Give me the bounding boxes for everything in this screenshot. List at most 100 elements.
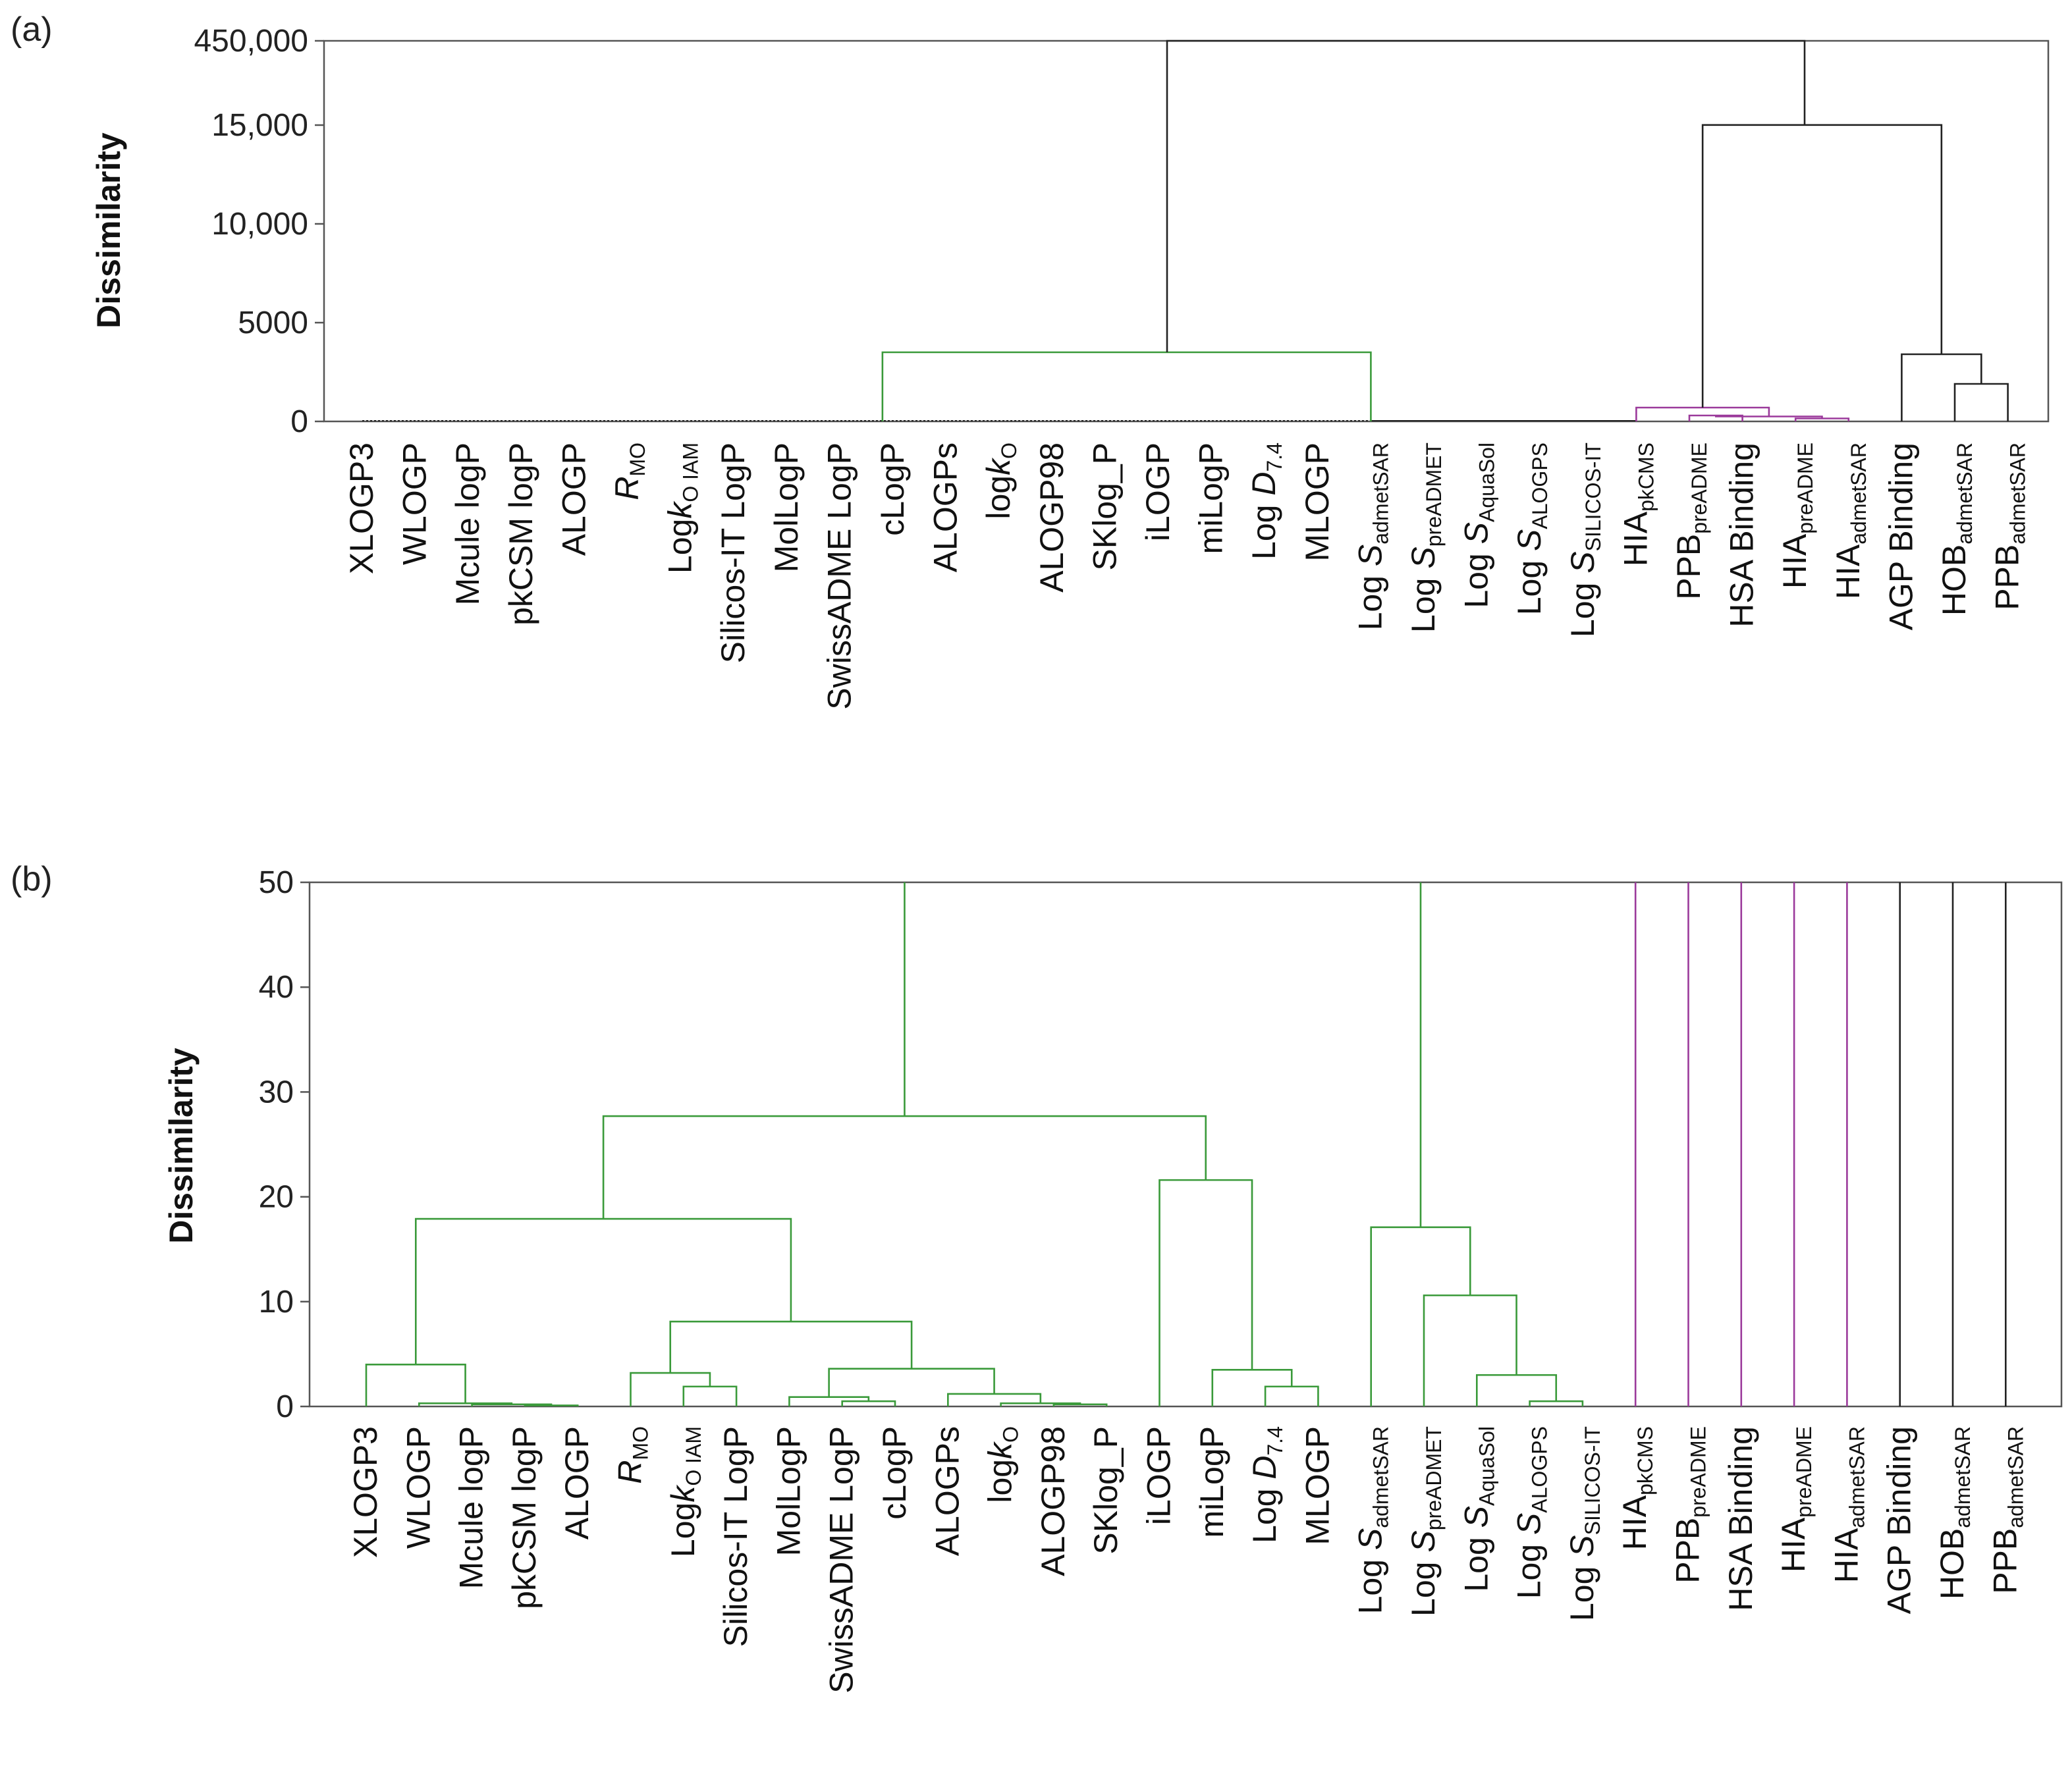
panel-a-leaf-label: Log SAquaSol	[1458, 442, 1499, 608]
panel-a-leaf-label: ALOGPs	[927, 442, 964, 572]
panel-a-leaf-label: Silicos-IT LogP	[715, 442, 751, 663]
panel-b-leaf-label: Log SAquaSol	[1458, 1426, 1498, 1592]
panel-b-y-tick-label: 30	[259, 1075, 294, 1109]
panel-a-leaf-label: HIApreADME	[1776, 442, 1817, 589]
panel-a-leaf-label: HIApkCMS	[1617, 442, 1658, 566]
panel-a-leaf-label: PPBpreADME	[1670, 442, 1711, 600]
panel-a-link	[1166, 40, 1806, 352]
panel-b-leaf-label: Mcule logP	[453, 1426, 490, 1589]
panel-a-link	[1953, 383, 2009, 421]
panel-a-leaf-label: LogkO IAM	[662, 442, 703, 574]
panel-a-leaf-label: SwissADME LogP	[821, 442, 858, 710]
panel-b-link	[669, 1320, 913, 1374]
panel-b-leaf-label: AGP Binding	[1881, 1426, 1918, 1614]
panel-a-plot-frame	[323, 40, 2050, 423]
panel-b-leaf-label: Log SadmetSAR	[1352, 1426, 1393, 1614]
panel-a-leaf-label: MolLogP	[768, 442, 805, 572]
panel-b-leaf-label: PPBadmetSAR	[1986, 1426, 2027, 1594]
panel-a-y-axis-title: Dissimilarity	[90, 132, 127, 329]
panel-b-leaf-label: miLogP	[1193, 1426, 1230, 1538]
panel-b-leaf-label: HIAadmetSAR	[1828, 1426, 1868, 1583]
panel-a-leaf-label: iLOGP	[1139, 442, 1176, 541]
panel-a-leaf-label: Log SSILICOS-IT	[1564, 442, 1605, 637]
panel-a-leaf-label: ALOGP98	[1033, 442, 1070, 593]
panel-b-link	[1423, 1294, 1517, 1406]
panel-b-link	[365, 1364, 466, 1406]
panel-b-link	[682, 1385, 738, 1406]
panel-b-leaf-label: MLOGP	[1299, 1426, 1336, 1545]
panel-b-leaf-label: logkO	[982, 1426, 1023, 1503]
panel-a-link	[1901, 353, 1982, 421]
panel-b-leaf-label: Log SpreADMET	[1405, 1426, 1446, 1617]
panel-b-leaf-label: pkCSM logP	[506, 1426, 543, 1609]
panel-a-y-tick-label: 15,000	[211, 108, 308, 143]
panel-b-y-tick-label: 10	[259, 1285, 294, 1320]
panel-a-leaf-label: XLOGP3	[343, 442, 380, 574]
panel-b-leaf-label: iLOGP	[1141, 1426, 1178, 1525]
panel-b-link	[630, 1372, 711, 1406]
panel-a-leaf-label: MLOGP	[1299, 442, 1336, 562]
panel-a-leaf-label: Log SALOGPS	[1511, 442, 1552, 615]
panel-b-leaf-label: SwissADME LogP	[823, 1426, 860, 1694]
panel-b-leaf-label: HIApkCMS	[1616, 1426, 1657, 1550]
panel-a-leaf-label: miLogP	[1193, 442, 1230, 554]
panel-b-link	[414, 1217, 792, 1365]
panel-a-link	[881, 351, 1372, 421]
panel-a-leaf-label: Log SadmetSAR	[1351, 442, 1392, 630]
panel-a-leaf-labels: XLOGP3 WLOGP Mcule logP pkCSM logP ALOGP RMO L…	[343, 442, 2030, 710]
panel-a-leaf-label: HIAadmetSAR	[1830, 442, 1870, 599]
panel-a-leaf-label: AGP Binding	[1882, 442, 1919, 630]
panel-b-link	[1052, 1403, 1108, 1406]
panel-b-leaf-label: MolLogP	[770, 1426, 807, 1556]
panel-a-leaf-label: pkCSM logP	[503, 442, 539, 626]
panel-b-leaf-label: Log D7.4	[1246, 1426, 1287, 1543]
panel-a-leaf-label: RMO	[609, 442, 649, 500]
panel-a-leaf-label: ALOGP	[555, 442, 592, 556]
panel-a-y-tick-label: 5000	[238, 306, 308, 340]
panel-b-leaf-label: HSA Binding	[1722, 1426, 1759, 1611]
panel-b-leaf-label: ALOGP98	[1035, 1426, 1072, 1576]
panel-a-y-tick-label: 450,000	[194, 24, 308, 59]
panel-b-label: (b)	[11, 860, 53, 898]
panel-b-y-axis-title: Dissimilarity	[163, 1048, 200, 1244]
panel-b-leaf-label: XLOGP3	[347, 1426, 384, 1558]
panel-a-leaf-label: Log D7.4	[1245, 442, 1286, 560]
panel-b-link	[1370, 1226, 1471, 1406]
panel-b-leaf-label: RMO	[612, 1426, 653, 1484]
panel-b-link	[1211, 1368, 1293, 1406]
panel-b-link	[1264, 1385, 1319, 1406]
panel-b-y-tick-label: 40	[259, 970, 294, 1005]
panel-b-dendrogram	[365, 882, 2007, 1406]
panel-a-leaf-label: HSA Binding	[1724, 442, 1760, 628]
panel-b-leaf-label: SKlog_P	[1087, 1426, 1124, 1555]
panel-b-leaf-label: WLOGP	[400, 1426, 437, 1549]
panel-b-y-tick-label: 50	[259, 865, 294, 900]
panel-b-link	[1159, 1179, 1253, 1406]
panel-a-leaf-label: HOBadmetSAR	[1936, 442, 1977, 616]
panel-a-leaf-label: WLOGP	[396, 442, 433, 565]
panel-b-link	[524, 1404, 579, 1406]
panel-a-dendrogram	[362, 40, 2009, 421]
panel-b-leaf-labels: XLOGP3 WLOGP Mcule logP pkCSM logP ALOGP RMO L…	[347, 1426, 2027, 1694]
panel-b-leaf-label: ALOGP	[559, 1426, 595, 1539]
panel-a-leaf-label: PPBadmetSAR	[1989, 442, 2030, 610]
panel-b-leaf-label: cLogP	[876, 1426, 913, 1520]
panel-a-link	[1635, 406, 1770, 421]
panel-b-leaf-label: HIApreADME	[1775, 1426, 1816, 1572]
panel-a-link	[1701, 124, 1943, 408]
panel-b-leaf-label: Log SSILICOS-IT	[1564, 1426, 1604, 1621]
panel-b-link	[828, 1368, 995, 1397]
panel-a: (a) 450,000 15,000 10,000 5000 0 Dissimilari…	[11, 11, 2050, 710]
panel-a-leaf-label: cLogP	[874, 442, 911, 536]
panel-b-leaf-label: HOBadmetSAR	[1934, 1426, 1975, 1599]
panel-a-label: (a)	[11, 11, 53, 49]
panel-a-leaf-label: logkO	[980, 442, 1021, 520]
panel-b-leaf-label: LogkO IAM	[665, 1426, 705, 1557]
panel-a-leaf-label: Log SpreADMET	[1405, 442, 1446, 633]
panel-b-leaf-label: ALOGPs	[929, 1426, 966, 1556]
panel-b-leaf-label: PPBpreADME	[1670, 1426, 1710, 1584]
panel-a-y-tick-label: 10,000	[211, 207, 308, 242]
panel-b-plot-frame	[308, 881, 2063, 1408]
panel-a-y-tick-label: 0	[290, 404, 308, 439]
